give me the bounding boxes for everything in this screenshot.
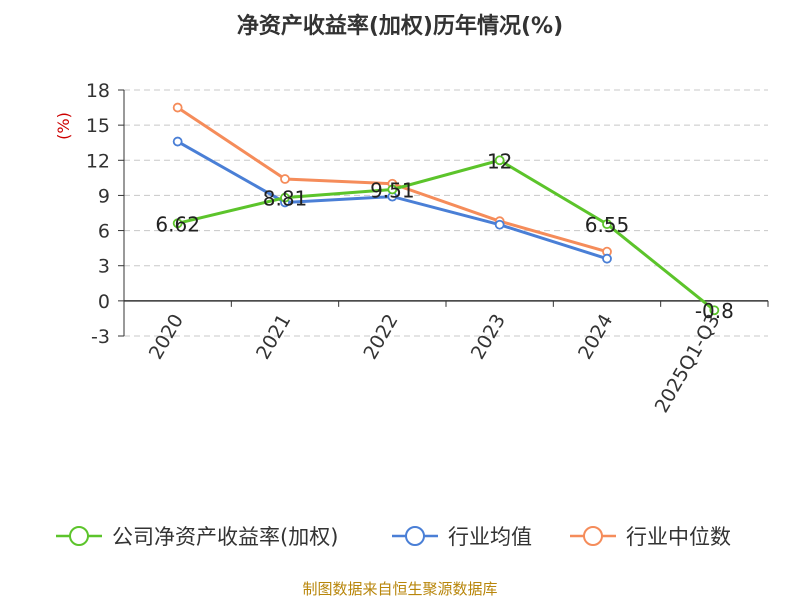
y-tick-label: 18: [86, 80, 110, 102]
data-point: [174, 104, 182, 112]
y-tick-label: 12: [86, 150, 110, 172]
data-label: 8.81: [263, 187, 308, 211]
data-point: [281, 175, 289, 183]
series-line: [178, 160, 715, 310]
data-label: 12: [487, 149, 512, 173]
legend-marker: [70, 527, 88, 545]
legend[interactable]: 公司净资产收益率(加权) 行业均值 行业中位数: [56, 525, 731, 549]
x-tick-label: 2024: [574, 310, 617, 363]
legend-marker: [584, 527, 602, 545]
y-tick-label: 15: [86, 115, 110, 137]
data-label: 6.62: [155, 212, 200, 236]
x-axis-ticks: 2020 2021 2022 2023 2024 2025Q1-Q3: [124, 301, 768, 417]
x-tick-label: 2021: [252, 310, 295, 363]
y-tick-label: 0: [98, 291, 110, 313]
x-tick-label: 2022: [359, 310, 402, 363]
y-axis-unit: (%): [54, 112, 73, 140]
y-tick-label: 9: [98, 185, 110, 207]
source-note: 制图数据来自恒生聚源数据库: [302, 580, 497, 598]
data-point: [603, 255, 611, 263]
legend-label: 行业中位数: [626, 525, 731, 549]
y-tick-label: -3: [91, 326, 110, 348]
x-tick-label: 2020: [145, 310, 188, 363]
y-tick-label: 3: [98, 256, 110, 278]
y-tick-label: 6: [98, 221, 110, 243]
legend-marker: [406, 527, 424, 545]
x-tick-label: 2025Q1-Q3: [651, 310, 725, 416]
data-point: [496, 221, 504, 229]
data-label: 6.55: [585, 213, 630, 237]
x-tick-label: 2023: [467, 310, 510, 363]
legend-label: 行业均值: [448, 525, 532, 549]
series-group: [174, 104, 719, 315]
chart-title: 净资产收益率(加权)历年情况(%): [237, 13, 563, 39]
legend-label: 公司净资产收益率(加权): [112, 525, 338, 549]
data-label: 9.51: [370, 178, 415, 202]
data-label: -0.8: [695, 299, 734, 323]
data-point: [174, 138, 182, 146]
y-axis-ticks: 18 15 12 9 6 3 0 -3: [86, 80, 124, 348]
